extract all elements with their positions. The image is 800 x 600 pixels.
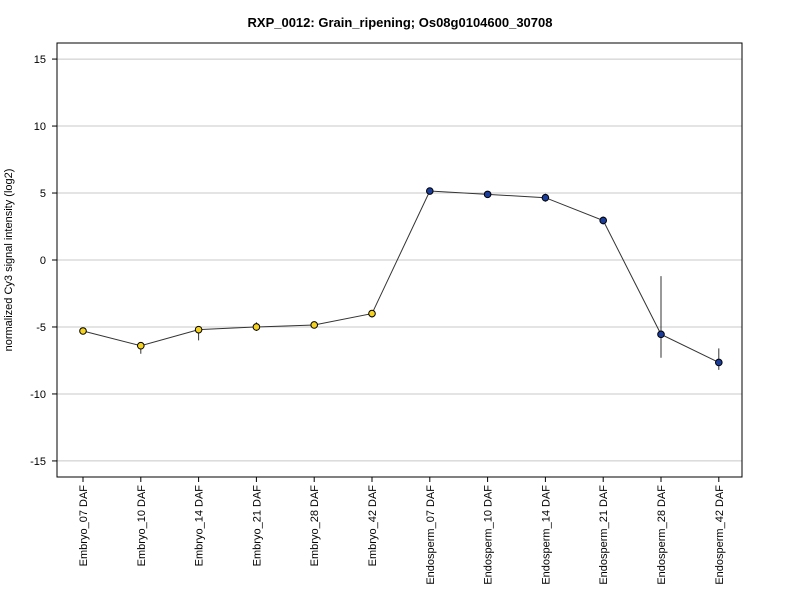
data-point [137,341,145,350]
x-tick-label: Endosperm_10 DAF [483,485,495,585]
data-point [194,325,203,334]
data-point [541,193,550,202]
x-tick-label: Endosperm_14 DAF [540,485,552,585]
x-tick-label: Embryo_28 DAF [309,485,321,567]
data-point [483,190,492,199]
x-tick-label: Endosperm_42 DAF [714,485,726,585]
x-tick-label: Embryo_14 DAF [194,485,206,567]
x-tick-label: Embryo_10 DAF [136,485,148,567]
data-point [426,187,434,195]
data-point [252,323,261,331]
data-point [715,358,723,367]
x-tick-label: Endosperm_07 DAF [425,485,437,585]
x-tick-label: Embryo_07 DAF [78,485,90,567]
y-tick-label: 15 [34,54,46,66]
data-point [657,330,665,339]
y-tick-label: -15 [30,456,46,468]
x-tick-label: Embryo_21 DAF [251,485,263,567]
x-tick-label: Endosperm_28 DAF [656,485,668,585]
data-point [368,309,376,318]
x-tick-label: Endosperm_21 DAF [598,485,610,585]
y-tick-label: 5 [40,188,46,200]
x-tick-label: Embryo_42 DAF [367,485,379,567]
series-line [82,190,720,363]
y-axis-label: normalized Cy3 signal intensity (log2) [3,169,15,352]
chart-title: RXP_0012: Grain_ripening; Os08g0104600_3… [248,15,553,30]
y-tick-label: -10 [30,389,46,401]
y-tick-label: -5 [36,322,46,334]
plot-frame [56,42,743,478]
y-tick-label: 10 [34,121,46,133]
data-point [79,327,87,335]
y-tick-label: 0 [40,255,46,267]
data-point [599,216,608,225]
data-point [310,321,319,329]
